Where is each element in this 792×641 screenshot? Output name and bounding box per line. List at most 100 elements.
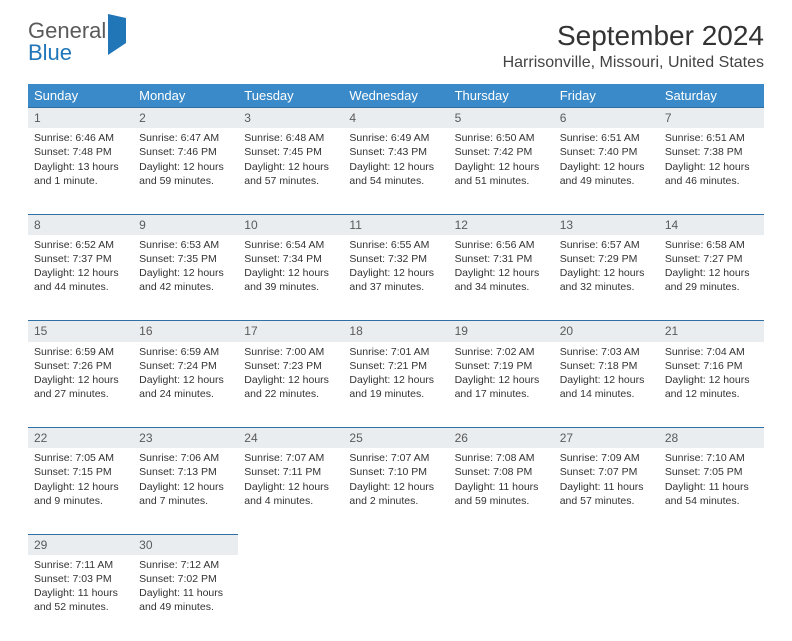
day-number-cell: 12 [449,214,554,235]
day-number-cell: 4 [343,108,448,129]
day-number-row: 2930 [28,534,764,555]
day-number-cell: 8 [28,214,133,235]
day-cell: Sunrise: 6:49 AMSunset: 7:43 PMDaylight:… [343,128,448,214]
sunrise-line: Sunrise: 6:58 AM [665,238,758,252]
day-cell: Sunrise: 6:54 AMSunset: 7:34 PMDaylight:… [238,235,343,321]
sunrise-line: Sunrise: 6:49 AM [349,131,442,145]
sunset-line: Sunset: 7:13 PM [139,465,232,479]
day-cell: Sunrise: 6:51 AMSunset: 7:40 PMDaylight:… [554,128,659,214]
sunset-line: Sunset: 7:21 PM [349,359,442,373]
day-number-cell: 18 [343,321,448,342]
sunset-line: Sunset: 7:37 PM [34,252,127,266]
day-number-cell: 7 [659,108,764,129]
sunrise-line: Sunrise: 7:05 AM [34,451,127,465]
day-number-cell: 15 [28,321,133,342]
day-number-cell: 5 [449,108,554,129]
sunrise-line: Sunrise: 6:54 AM [244,238,337,252]
day-number-row: 15161718192021 [28,321,764,342]
sunrise-line: Sunrise: 6:55 AM [349,238,442,252]
sunset-line: Sunset: 7:19 PM [455,359,548,373]
sunrise-line: Sunrise: 7:12 AM [139,558,232,572]
sunrise-line: Sunrise: 7:00 AM [244,345,337,359]
day-cell: Sunrise: 7:09 AMSunset: 7:07 PMDaylight:… [554,448,659,534]
day-cell: Sunrise: 7:02 AMSunset: 7:19 PMDaylight:… [449,342,554,428]
day-number-cell: 26 [449,428,554,449]
daylight-line: Daylight: 12 hours and 9 minutes. [34,480,127,508]
day-cell: Sunrise: 6:50 AMSunset: 7:42 PMDaylight:… [449,128,554,214]
day-number-cell: 14 [659,214,764,235]
daylight-line: Daylight: 12 hours and 22 minutes. [244,373,337,401]
logo-triangle-icon [108,14,126,55]
sunrise-line: Sunrise: 7:02 AM [455,345,548,359]
day-cell: Sunrise: 6:52 AMSunset: 7:37 PMDaylight:… [28,235,133,321]
day-cell: Sunrise: 7:03 AMSunset: 7:18 PMDaylight:… [554,342,659,428]
day-number-cell [554,534,659,555]
sunrise-line: Sunrise: 7:10 AM [665,451,758,465]
daylight-line: Daylight: 12 hours and 17 minutes. [455,373,548,401]
day-cell: Sunrise: 7:07 AMSunset: 7:10 PMDaylight:… [343,448,448,534]
daylight-line: Daylight: 12 hours and 14 minutes. [560,373,653,401]
sunset-line: Sunset: 7:10 PM [349,465,442,479]
day-cell: Sunrise: 6:55 AMSunset: 7:32 PMDaylight:… [343,235,448,321]
day-cell: Sunrise: 7:07 AMSunset: 7:11 PMDaylight:… [238,448,343,534]
day-number-cell: 11 [343,214,448,235]
sunset-line: Sunset: 7:16 PM [665,359,758,373]
sunset-line: Sunset: 7:02 PM [139,572,232,586]
day-number-cell: 27 [554,428,659,449]
sunrise-line: Sunrise: 6:59 AM [34,345,127,359]
day-cell: Sunrise: 6:51 AMSunset: 7:38 PMDaylight:… [659,128,764,214]
sunset-line: Sunset: 7:40 PM [560,145,653,159]
day-number-cell: 25 [343,428,448,449]
sunrise-line: Sunrise: 7:07 AM [349,451,442,465]
sunrise-line: Sunrise: 7:11 AM [34,558,127,572]
daylight-line: Daylight: 12 hours and 24 minutes. [139,373,232,401]
day-content-row: Sunrise: 6:59 AMSunset: 7:26 PMDaylight:… [28,342,764,428]
day-cell: Sunrise: 7:05 AMSunset: 7:15 PMDaylight:… [28,448,133,534]
day-number-cell: 22 [28,428,133,449]
sunrise-line: Sunrise: 6:59 AM [139,345,232,359]
weekday-header: Friday [554,84,659,108]
day-cell: Sunrise: 7:06 AMSunset: 7:13 PMDaylight:… [133,448,238,534]
day-cell: Sunrise: 7:11 AMSunset: 7:03 PMDaylight:… [28,555,133,641]
sunrise-line: Sunrise: 7:07 AM [244,451,337,465]
sunrise-line: Sunrise: 7:01 AM [349,345,442,359]
sunset-line: Sunset: 7:18 PM [560,359,653,373]
daylight-line: Daylight: 12 hours and 57 minutes. [244,160,337,188]
daylight-line: Daylight: 12 hours and 46 minutes. [665,160,758,188]
sunrise-line: Sunrise: 6:47 AM [139,131,232,145]
day-number-cell: 19 [449,321,554,342]
weekday-header-row: SundayMondayTuesdayWednesdayThursdayFrid… [28,84,764,108]
day-cell: Sunrise: 6:58 AMSunset: 7:27 PMDaylight:… [659,235,764,321]
day-cell [238,555,343,641]
daylight-line: Daylight: 12 hours and 49 minutes. [560,160,653,188]
day-number-row: 891011121314 [28,214,764,235]
daylight-line: Daylight: 12 hours and 2 minutes. [349,480,442,508]
day-cell: Sunrise: 6:53 AMSunset: 7:35 PMDaylight:… [133,235,238,321]
day-number-row: 1234567 [28,108,764,129]
day-content-row: Sunrise: 6:52 AMSunset: 7:37 PMDaylight:… [28,235,764,321]
daylight-line: Daylight: 12 hours and 29 minutes. [665,266,758,294]
day-number-row: 22232425262728 [28,428,764,449]
weekday-header: Thursday [449,84,554,108]
sunset-line: Sunset: 7:27 PM [665,252,758,266]
sunset-line: Sunset: 7:35 PM [139,252,232,266]
day-number-cell [659,534,764,555]
daylight-line: Daylight: 12 hours and 51 minutes. [455,160,548,188]
daylight-line: Daylight: 12 hours and 39 minutes. [244,266,337,294]
day-number-cell: 9 [133,214,238,235]
sunrise-line: Sunrise: 6:56 AM [455,238,548,252]
day-content-row: Sunrise: 6:46 AMSunset: 7:48 PMDaylight:… [28,128,764,214]
daylight-line: Daylight: 12 hours and 19 minutes. [349,373,442,401]
sunset-line: Sunset: 7:46 PM [139,145,232,159]
sunset-line: Sunset: 7:48 PM [34,145,127,159]
sunset-line: Sunset: 7:26 PM [34,359,127,373]
day-number-cell: 1 [28,108,133,129]
weekday-header: Wednesday [343,84,448,108]
daylight-line: Daylight: 12 hours and 32 minutes. [560,266,653,294]
month-title: September 2024 [503,20,764,52]
day-cell [554,555,659,641]
daylight-line: Daylight: 12 hours and 4 minutes. [244,480,337,508]
day-number-cell: 2 [133,108,238,129]
day-cell: Sunrise: 6:48 AMSunset: 7:45 PMDaylight:… [238,128,343,214]
header: General Blue September 2024 Harrisonvill… [28,20,764,76]
